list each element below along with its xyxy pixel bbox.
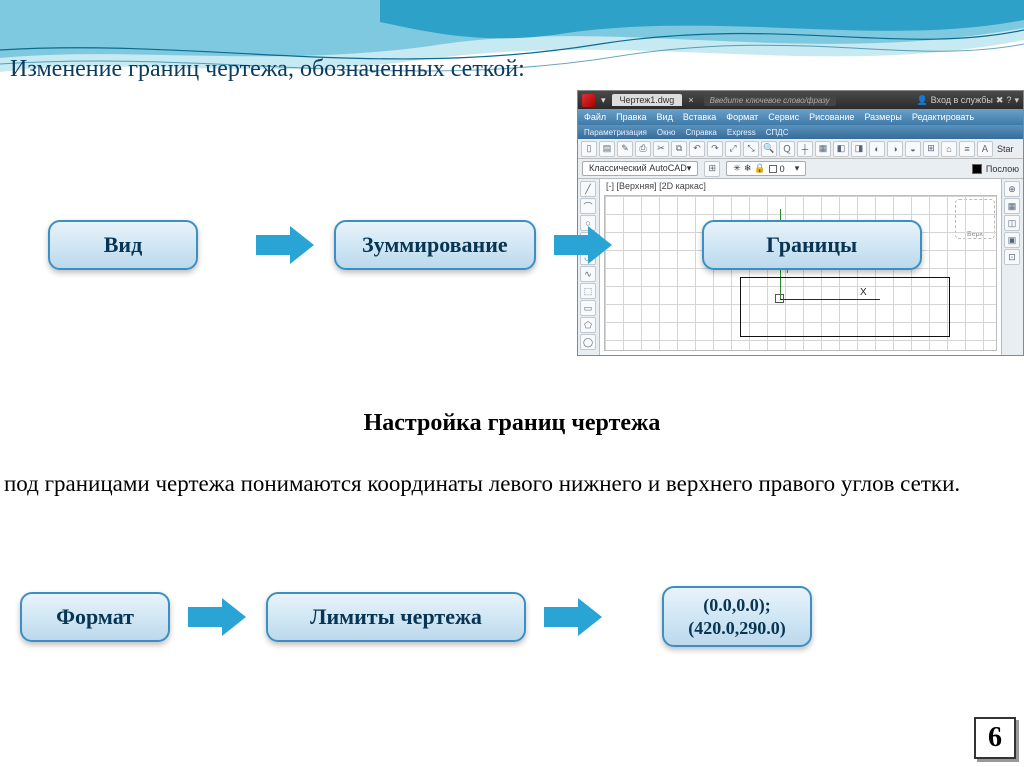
login-label[interactable]: Вход в службы (931, 95, 993, 106)
menu-view[interactable]: Вид (657, 112, 673, 122)
layer-name: 0 (780, 164, 785, 174)
tool-icon[interactable]: Ｑ (779, 141, 795, 157)
nav-tool-icon[interactable]: ⊕ (1004, 181, 1020, 197)
page-title: Изменение границ чертежа, обозначенных с… (10, 56, 525, 83)
tool-icon[interactable]: ↷ (707, 141, 723, 157)
menu-modify[interactable]: Редактировать (912, 112, 974, 122)
arrow-icon (256, 226, 316, 264)
tool-icon[interactable]: ▦ (815, 141, 831, 157)
menu-file[interactable]: Файл (584, 112, 606, 122)
cad-toolbar: ▯ ▤ ✎ ⎙ ✂ ⧉ ↶ ↷ ⤢ ⤡ 🔍 Ｑ ┼ ▦ ◧ ◨ ◐ ◑ ◒ ⊞ … (578, 139, 1023, 159)
color-swatch[interactable] (972, 164, 982, 174)
flow-row-1: Вид Зуммирование Границы (0, 220, 1024, 270)
tool-icon[interactable]: ≡ (959, 141, 975, 157)
tool-icon[interactable]: ◑ (887, 141, 903, 157)
layer-state-icon: ✳ (733, 163, 741, 174)
tool-icon[interactable]: ⌂ (941, 141, 957, 157)
layer-freeze-icon: ❄ (744, 163, 752, 174)
tool-icon[interactable]: ✂ (653, 141, 669, 157)
user-icon[interactable]: 👤 (916, 95, 927, 106)
arrow-icon (554, 226, 614, 264)
menu-window[interactable]: Окно (657, 128, 676, 137)
chevron-down-icon: ▾ (687, 163, 692, 174)
workspace-dropdown[interactable]: Классический AutoCAD ▾ (582, 161, 698, 176)
layer-color-swatch (769, 165, 777, 173)
tool-icon[interactable]: ◨ (851, 141, 867, 157)
toolbar-extra-label: Star (997, 144, 1014, 154)
viewport-label[interactable]: [-] [Верхняя] [2D каркас] (606, 181, 706, 191)
menu-edit[interactable]: Правка (616, 112, 646, 122)
step-drawlimits: Лимиты чертежа (266, 592, 526, 642)
workspace-value: Классический AutoCAD (589, 163, 687, 174)
tool-icon[interactable]: ◧ (833, 141, 849, 157)
dropdown-icon[interactable]: ▾ (1014, 95, 1019, 106)
tool-icon[interactable]: ▯ (581, 141, 597, 157)
quick-access-icon: ▾ (601, 95, 606, 106)
menu-express[interactable]: Express (727, 128, 756, 137)
tool-icon[interactable]: ▤ (599, 141, 615, 157)
arrow-icon (544, 598, 644, 636)
menu-draw[interactable]: Рисование (809, 112, 854, 122)
menu-insert[interactable]: Вставка (683, 112, 716, 122)
draw-line-icon[interactable]: ╱ (580, 181, 596, 197)
step-limits: Границы (702, 220, 922, 270)
tool-icon[interactable]: ⧉ (671, 141, 687, 157)
tool-icon[interactable]: ✎ (617, 141, 633, 157)
step-zoom: Зуммирование (334, 220, 536, 270)
help-icon[interactable]: ? (1006, 95, 1011, 106)
section-body: под границами чертежа понимаются координ… (4, 468, 1020, 499)
arrow-icon (188, 598, 248, 636)
tool-icon[interactable]: ◒ (905, 141, 921, 157)
menu-spds[interactable]: СПДС (766, 128, 789, 137)
layer-lock-icon: 🔒 (754, 163, 765, 174)
step-view: Вид (48, 220, 198, 270)
tool-icon[interactable]: ↶ (689, 141, 705, 157)
tool-icon[interactable]: ⤢ (725, 141, 741, 157)
bylayer-label: Послою (986, 164, 1019, 174)
cad-search-input[interactable]: Введите ключевое слово/фразу (704, 95, 836, 106)
menu-format[interactable]: Формат (726, 112, 758, 122)
tab-close-icon[interactable]: × (688, 95, 693, 105)
menu-parametric[interactable]: Параметризация (584, 128, 647, 137)
draw-arc-icon[interactable]: ⌒ (580, 198, 596, 214)
draw-rect-icon[interactable]: ⬚ (580, 283, 596, 299)
tool-icon[interactable]: ┼ (797, 141, 813, 157)
cad-toolbar2: Классический AutoCAD ▾ ⊞ ✳ ❄ 🔒 0 ▾ Посло… (578, 159, 1023, 179)
step-format: Формат (20, 592, 170, 642)
menu-help[interactable]: Справка (685, 128, 716, 137)
nav-tool-icon[interactable]: ▦ (1004, 198, 1020, 214)
cad-menubar2: Параметризация Окно Справка Express СПДС (578, 125, 1023, 139)
draw-polygon-icon[interactable]: ⬠ (580, 317, 596, 333)
flow-row-2: Формат Лимиты чертежа (0.0,0.0); (420.0,… (0, 586, 1024, 647)
tool-text-icon[interactable]: Ａ (977, 141, 993, 157)
cad-menubar: Файл Правка Вид Вставка Формат Сервис Ри… (578, 109, 1023, 125)
tool-icon[interactable]: ◐ (869, 141, 885, 157)
exchange-icon[interactable]: ✖ (996, 95, 1004, 106)
layer-dropdown[interactable]: ✳ ❄ 🔒 0 ▾ (726, 161, 806, 176)
tool-icon[interactable]: ⎙ (635, 141, 651, 157)
cad-titlebar: ▾ Чертеж1.dwg × Введите ключевое слово/ф… (578, 91, 1023, 109)
menu-service[interactable]: Сервис (768, 112, 799, 122)
autocad-logo-icon (582, 94, 595, 107)
drawn-rectangle (740, 277, 950, 337)
file-tab[interactable]: Чертеж1.dwg (612, 94, 683, 106)
page-number: 6 (974, 717, 1016, 759)
tool-icon[interactable]: 🔍 (761, 141, 777, 157)
draw-ellipse-icon[interactable]: ◯ (580, 334, 596, 350)
layer-tool-icon[interactable]: ⊞ (704, 161, 720, 177)
tool-icon[interactable]: ⤡ (743, 141, 759, 157)
tool-icon[interactable]: ⊞ (923, 141, 939, 157)
draw-tool-icon[interactable]: ▭ (580, 300, 596, 316)
section-subtitle: Настройка границ чертежа (0, 410, 1024, 437)
menu-dimensions[interactable]: Размеры (864, 112, 901, 122)
step-coords: (0.0,0.0); (420.0,290.0) (662, 586, 812, 647)
chevron-down-icon: ▾ (795, 163, 800, 174)
